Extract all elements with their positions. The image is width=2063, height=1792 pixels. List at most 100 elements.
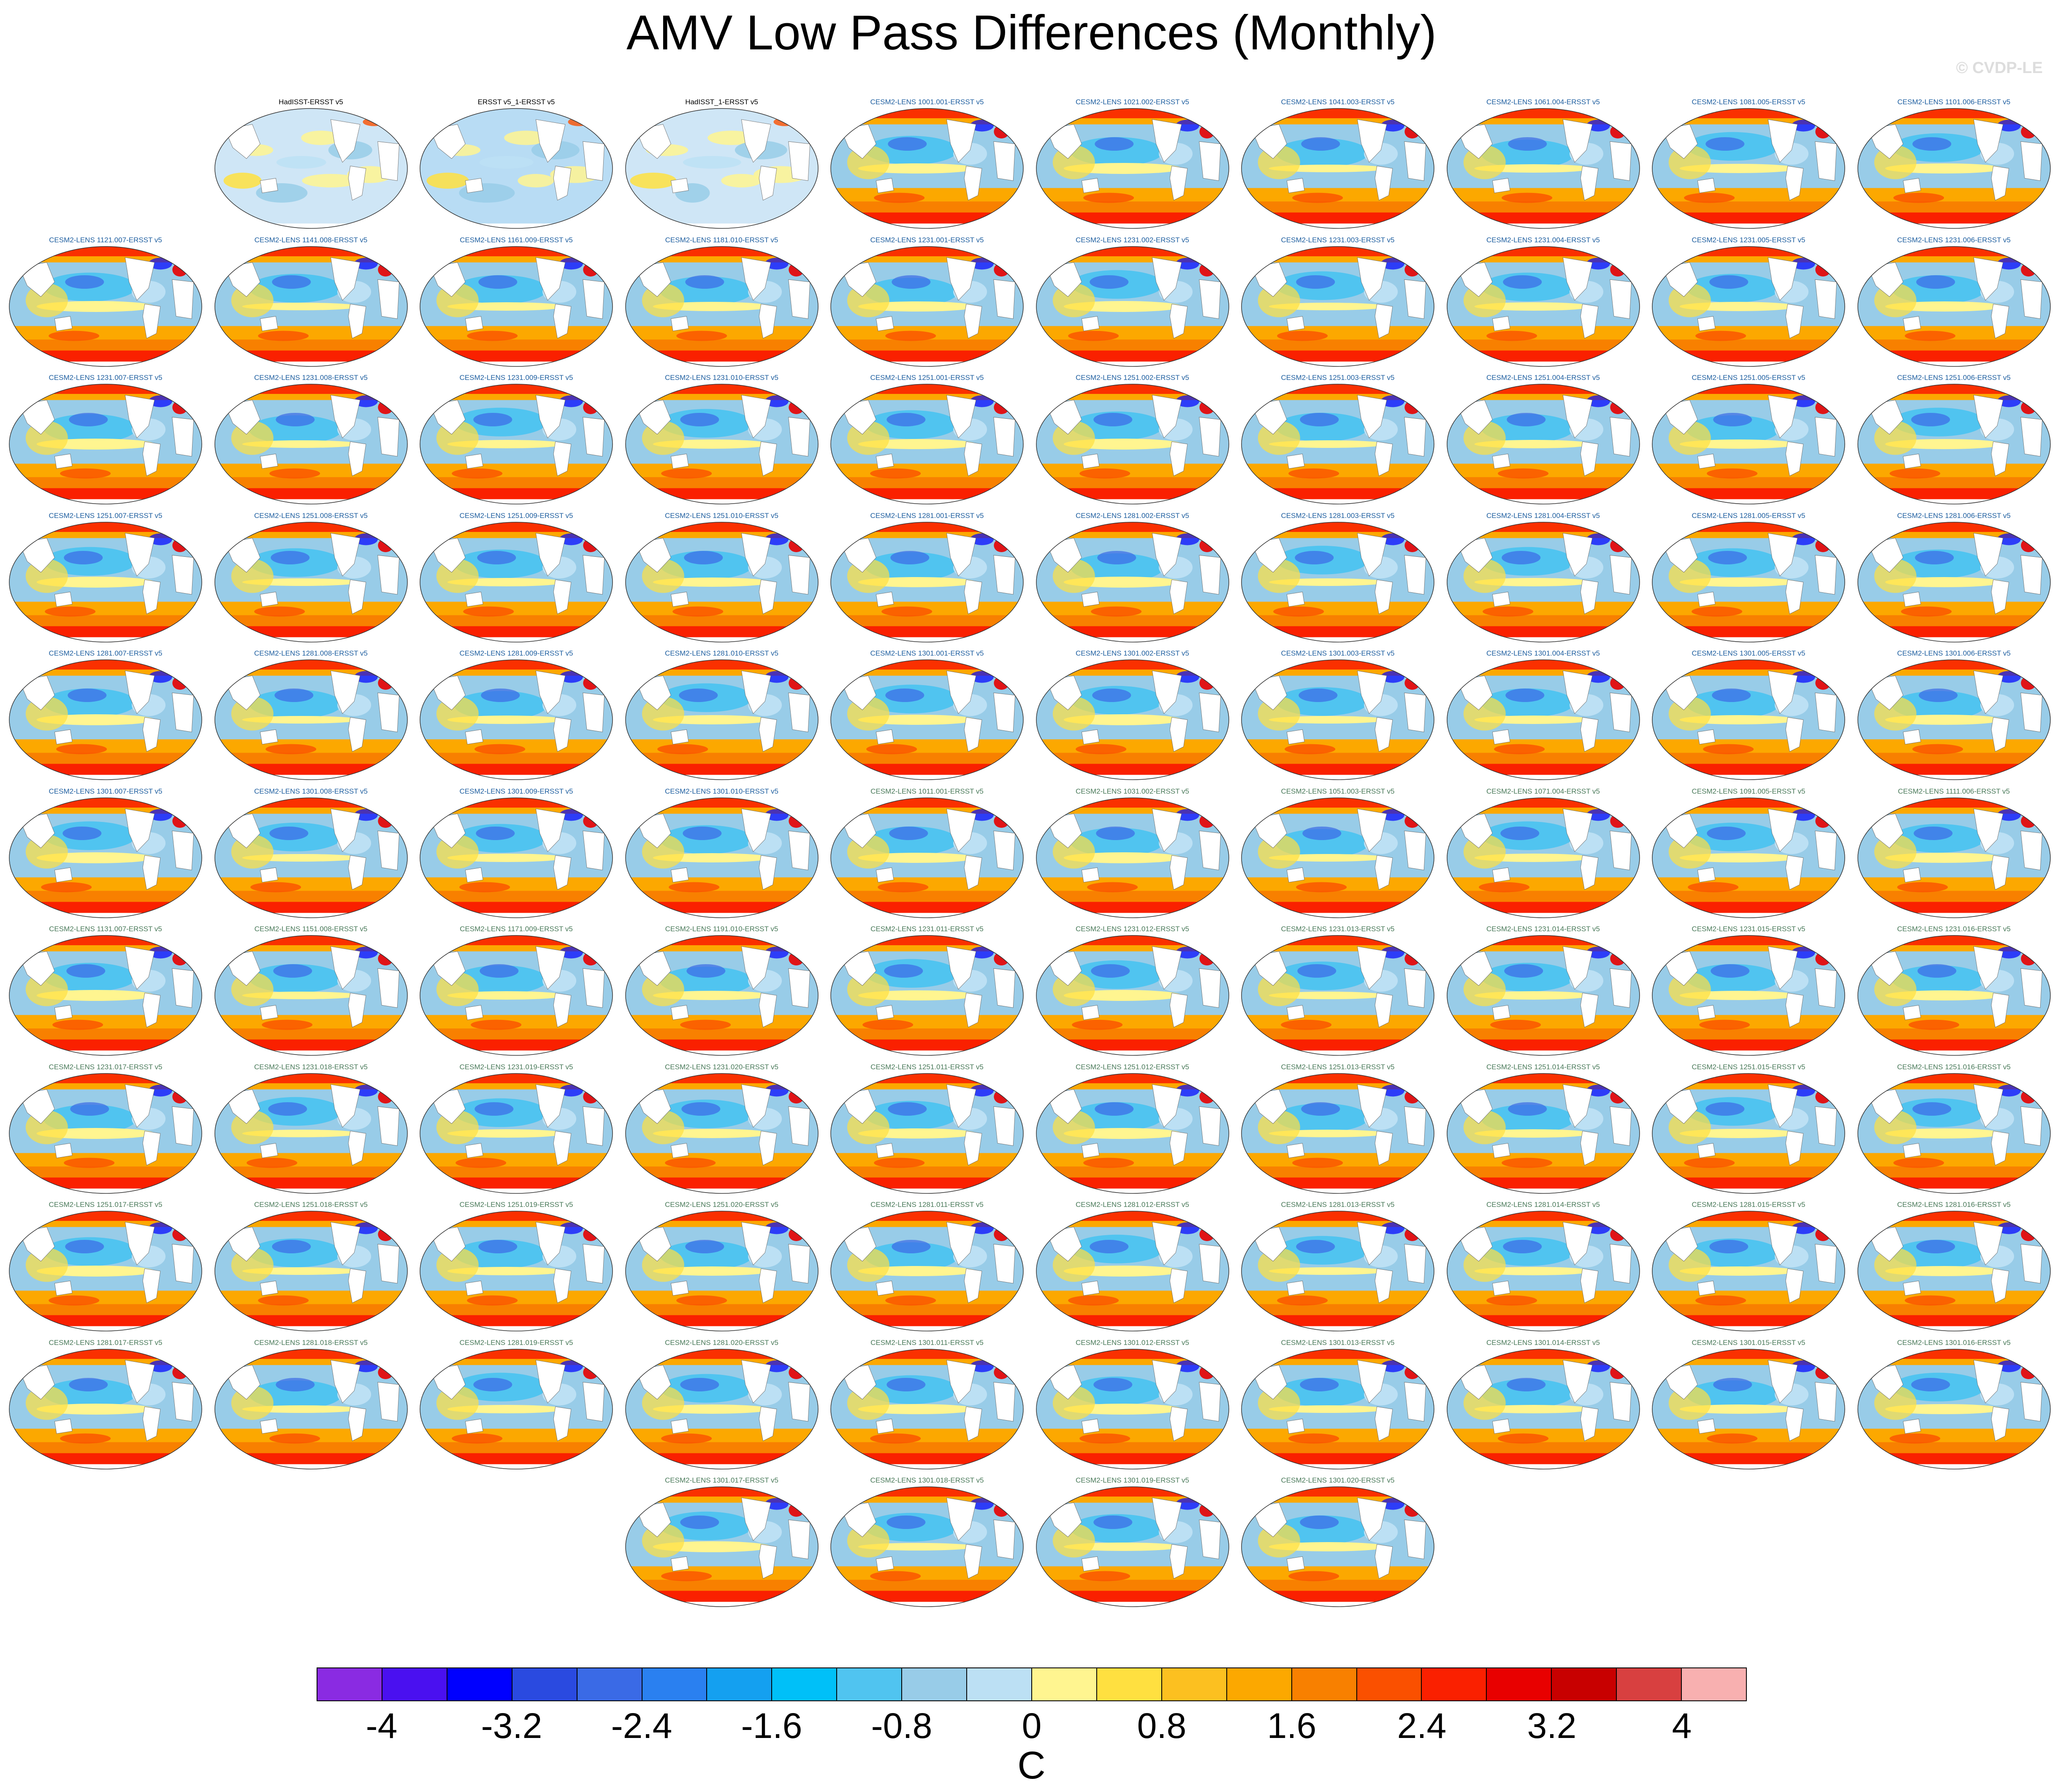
panel-title: CESM2-LENS 1301.010-ERSST v5 bbox=[665, 787, 778, 795]
panel-title: CESM2-LENS 1281.001-ERSST v5 bbox=[870, 511, 984, 520]
panel-title: CESM2-LENS 1231.007-ERSST v5 bbox=[49, 374, 163, 382]
map-panel: CESM2-LENS 1281.016-ERSST v5 bbox=[1854, 1201, 2054, 1335]
sst-difference-map bbox=[214, 1211, 408, 1331]
sst-difference-map bbox=[625, 1348, 819, 1469]
sst-difference-map bbox=[420, 797, 613, 918]
sst-difference-map bbox=[214, 1348, 408, 1469]
panel-title: CESM2-LENS 1281.017-ERSST v5 bbox=[49, 1338, 163, 1347]
map-panel: CESM2-LENS 1231.018-ERSST v5 bbox=[211, 1063, 411, 1197]
sst-difference-map bbox=[1652, 384, 1845, 504]
sst-difference-map bbox=[1446, 384, 1640, 504]
map-panel: CESM2-LENS 1151.008-ERSST v5 bbox=[211, 925, 411, 1059]
colorbar-tick-labels: -4 -3.2 -2.4 -1.6 -0.8 0 0.8 1.6 2.4 3.2 4 bbox=[317, 1705, 1747, 1752]
colorbar-tick-label: -2.4 bbox=[611, 1706, 672, 1746]
panel-title: CESM2-LENS 1281.014-ERSST v5 bbox=[1486, 1201, 1600, 1209]
panel-title: CESM2-LENS 1231.010-ERSST v5 bbox=[665, 374, 778, 382]
colorbar-box bbox=[1097, 1668, 1162, 1700]
colorbar-box bbox=[1357, 1668, 1422, 1700]
panel-title: CESM2-LENS 1171.009-ERSST v5 bbox=[460, 925, 573, 933]
panel-title: CESM2-LENS 1231.004-ERSST v5 bbox=[1486, 236, 1600, 244]
map-panel: CESM2-LENS 1281.005-ERSST v5 bbox=[1649, 512, 1848, 646]
map-panel: CESM2-LENS 1081.005-ERSST v5 bbox=[1649, 98, 1848, 232]
panel-title: CESM2-LENS 1251.013-ERSST v5 bbox=[1281, 1063, 1395, 1071]
sst-difference-map bbox=[1036, 246, 1229, 367]
panel-title: CESM2-LENS 1251.018-ERSST v5 bbox=[254, 1201, 368, 1209]
panel-title: CESM2-LENS 1281.015-ERSST v5 bbox=[1692, 1201, 1805, 1209]
sst-difference-map bbox=[420, 1073, 613, 1194]
map-panel: CESM2-LENS 1281.001-ERSST v5 bbox=[827, 512, 1027, 646]
sst-difference-map bbox=[830, 1073, 1024, 1194]
sst-difference-map bbox=[420, 1211, 613, 1331]
panel-title: CESM2-LENS 1251.004-ERSST v5 bbox=[1486, 374, 1600, 382]
map-panel: CESM2-LENS 1231.017-ERSST v5 bbox=[6, 1063, 205, 1197]
map-panel: CESM2-LENS 1281.003-ERSST v5 bbox=[1238, 512, 1437, 646]
panel-title: CESM2-LENS 1251.006-ERSST v5 bbox=[1897, 374, 2011, 382]
map-panel: CESM2-LENS 1251.018-ERSST v5 bbox=[211, 1201, 411, 1335]
sst-difference-map bbox=[1446, 1348, 1640, 1469]
sst-difference-map bbox=[830, 659, 1024, 780]
panel-title: CESM2-LENS 1301.008-ERSST v5 bbox=[254, 787, 368, 795]
panel-title: CESM2-LENS 1251.002-ERSST v5 bbox=[1076, 374, 1189, 382]
colorbar-tick-label: -4 bbox=[366, 1706, 398, 1746]
map-panel: CESM2-LENS 1281.009-ERSST v5 bbox=[417, 649, 616, 783]
credit-watermark: © CVDP-LE bbox=[1956, 59, 2043, 77]
panel-title: CESM2-LENS 1231.003-ERSST v5 bbox=[1281, 236, 1395, 244]
map-panel-grid: HadISST-ERSST v5 ERSST v5_1-ERSST v5 HadIS… bbox=[6, 98, 2054, 1610]
panel-title: CESM2-LENS 1301.015-ERSST v5 bbox=[1692, 1338, 1805, 1347]
sst-difference-map bbox=[1446, 1211, 1640, 1331]
sst-difference-map bbox=[625, 108, 819, 229]
map-panel: CESM2-LENS 1281.015-ERSST v5 bbox=[1649, 1201, 1848, 1335]
sst-difference-map bbox=[1652, 1211, 1845, 1331]
colorbar-box bbox=[772, 1668, 838, 1700]
map-panel: CESM2-LENS 1301.016-ERSST v5 bbox=[1854, 1339, 2054, 1473]
sst-difference-map bbox=[9, 1348, 202, 1469]
sst-difference-map bbox=[1241, 935, 1434, 1056]
colorbar-box bbox=[902, 1668, 968, 1700]
map-panel: CESM2-LENS 1301.001-ERSST v5 bbox=[827, 649, 1027, 783]
map-panel: CESM2-LENS 1231.013-ERSST v5 bbox=[1238, 925, 1437, 1059]
map-panel: ERSST v5_1-ERSST v5 bbox=[417, 98, 616, 232]
map-panel: CESM2-LENS 1251.011-ERSST v5 bbox=[827, 1063, 1027, 1197]
map-panel: CESM2-LENS 1231.004-ERSST v5 bbox=[1444, 236, 1643, 370]
colorbar-box bbox=[382, 1668, 447, 1700]
map-panel: CESM2-LENS 1301.003-ERSST v5 bbox=[1238, 649, 1437, 783]
map-panel: CESM2-LENS 1121.007-ERSST v5 bbox=[6, 236, 205, 370]
map-panel: CESM2-LENS 1251.009-ERSST v5 bbox=[417, 512, 616, 646]
panel-title: CESM2-LENS 1231.015-ERSST v5 bbox=[1692, 925, 1805, 933]
sst-difference-map bbox=[1857, 1211, 2051, 1331]
sst-difference-map bbox=[420, 384, 613, 504]
map-panel: CESM2-LENS 1251.002-ERSST v5 bbox=[1033, 374, 1232, 508]
map-panel: CESM2-LENS 1281.008-ERSST v5 bbox=[211, 649, 411, 783]
map-panel: CESM2-LENS 1141.008-ERSST v5 bbox=[211, 236, 411, 370]
figure-title: AMV Low Pass Differences (Monthly) bbox=[626, 5, 1437, 60]
sst-difference-map bbox=[1652, 108, 1845, 229]
sst-difference-map bbox=[1036, 659, 1229, 780]
map-panel: CESM2-LENS 1281.010-ERSST v5 bbox=[622, 649, 821, 783]
map-panel: CESM2-LENS 1251.008-ERSST v5 bbox=[211, 512, 411, 646]
sst-difference-map bbox=[1241, 659, 1434, 780]
map-panel: CESM2-LENS 1301.019-ERSST v5 bbox=[1033, 1476, 1232, 1610]
panel-title: CESM2-LENS 1231.019-ERSST v5 bbox=[459, 1063, 573, 1071]
map-panel: CESM2-LENS 1181.010-ERSST v5 bbox=[622, 236, 821, 370]
sst-difference-map bbox=[830, 935, 1024, 1056]
sst-difference-map bbox=[1241, 1211, 1434, 1331]
panel-title: CESM2-LENS 1281.016-ERSST v5 bbox=[1897, 1201, 2011, 1209]
colorbar-tick-label: 0 bbox=[1022, 1706, 1042, 1746]
panel-title: CESM2-LENS 1251.017-ERSST v5 bbox=[49, 1201, 163, 1209]
panel-title: CESM2-LENS 1281.012-ERSST v5 bbox=[1076, 1201, 1189, 1209]
panel-title: CESM2-LENS 1251.020-ERSST v5 bbox=[665, 1201, 778, 1209]
map-panel: CESM2-LENS 1281.007-ERSST v5 bbox=[6, 649, 205, 783]
sst-difference-map bbox=[1857, 1348, 2051, 1469]
map-panel: CESM2-LENS 1231.009-ERSST v5 bbox=[417, 374, 616, 508]
panel-title: CESM2-LENS 1251.008-ERSST v5 bbox=[254, 511, 368, 520]
panel-title: CESM2-LENS 1301.012-ERSST v5 bbox=[1076, 1338, 1189, 1347]
panel-title: CESM2-LENS 1281.009-ERSST v5 bbox=[459, 649, 573, 657]
map-panel: HadISST-ERSST v5 bbox=[211, 98, 411, 232]
map-panel: CESM2-LENS 1251.005-ERSST v5 bbox=[1649, 374, 1848, 508]
sst-difference-map bbox=[625, 797, 819, 918]
panel-title: HadISST-ERSST v5 bbox=[279, 98, 343, 106]
panel-title: CESM2-LENS 1301.014-ERSST v5 bbox=[1486, 1338, 1600, 1347]
sst-difference-map bbox=[1036, 1073, 1229, 1194]
colorbar-box bbox=[317, 1668, 382, 1700]
map-panel: CESM2-LENS 1231.007-ERSST v5 bbox=[6, 374, 205, 508]
